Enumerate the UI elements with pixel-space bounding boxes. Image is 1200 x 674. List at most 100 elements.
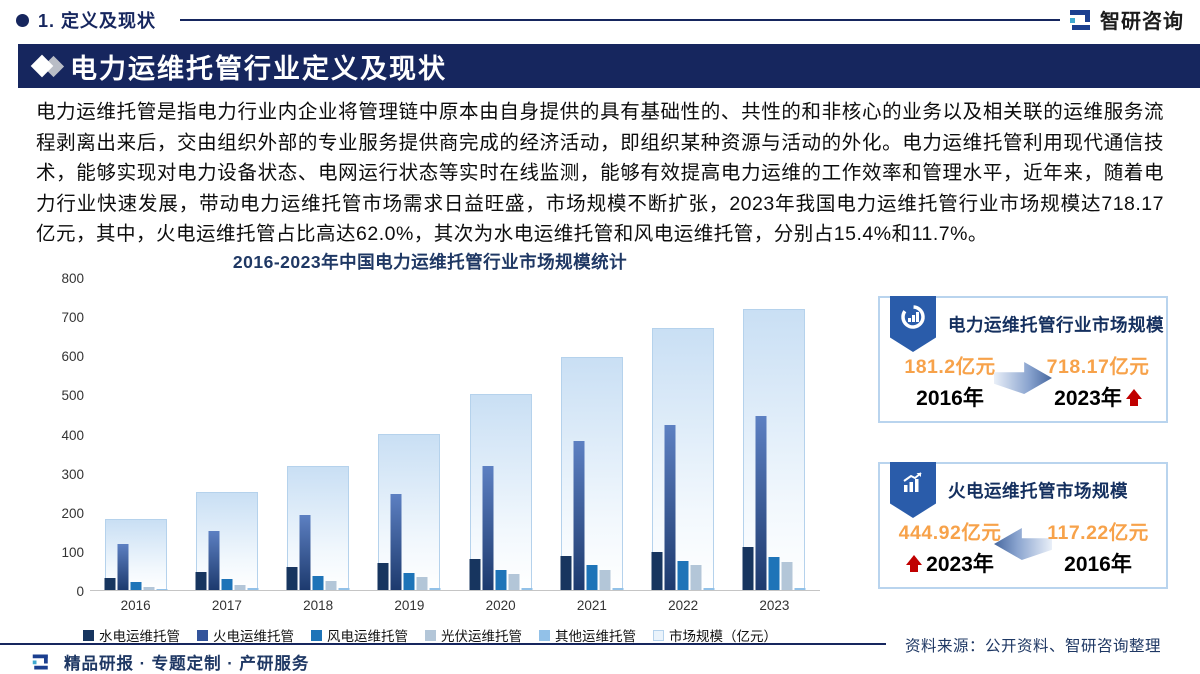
bar-水电运维托管 xyxy=(651,551,663,590)
stat-right: 718.17亿元 2023年 xyxy=(1034,350,1162,412)
section-header: 1. 定义及现状 xyxy=(16,7,156,33)
bullet-icon xyxy=(16,13,29,27)
brand-logo-text: 智研咨询 xyxy=(1100,11,1184,33)
x-axis-label: 2017 xyxy=(211,598,242,613)
stat-year-label: 2023年 xyxy=(1054,387,1122,410)
x-axis-label: 2018 xyxy=(303,598,334,613)
series-bars xyxy=(742,415,806,590)
y-axis-tick: 200 xyxy=(61,505,84,521)
footer-tagline: 精品研报 · 专题定制 · 产研服务 xyxy=(64,655,310,673)
legend-label: 风电运维托管 xyxy=(327,629,408,644)
stat-year: 2023年 xyxy=(1034,382,1162,412)
chart-legend: 水电运维托管 火电运维托管 风电运维托管 光伏运维托管 其他运维托管 市场规模（亿元） xyxy=(60,625,800,645)
brand-logo: 智研咨询 xyxy=(1069,5,1184,34)
bar-火电运维托管 xyxy=(117,544,129,590)
stat-left: 444.92亿元 2023年 xyxy=(886,516,1014,578)
series-bars xyxy=(560,441,624,590)
bar-光伏运维托管 xyxy=(599,569,611,590)
bar-水电运维托管 xyxy=(104,577,116,590)
stat-card-thermal-market-size: 火电运维托管市场规模 444.92亿元 2023年 117.22亿元 2016年 xyxy=(878,462,1168,589)
y-axis-tick: 700 xyxy=(61,310,84,326)
bar-光伏运维托管 xyxy=(234,584,246,590)
bar-火电运维托管 xyxy=(664,424,676,590)
bar-其他运维托管 xyxy=(612,588,624,590)
y-axis-tick: 400 xyxy=(61,427,84,443)
bar-火电运维托管 xyxy=(299,514,311,590)
bar-group-2016 xyxy=(90,278,181,590)
stat-value: 117.22亿元 xyxy=(1047,522,1149,544)
legend-swatch xyxy=(653,629,664,641)
y-axis-tick: 800 xyxy=(61,271,84,286)
stat-value: 718.17亿元 xyxy=(1046,356,1150,378)
bar-火电运维托管 xyxy=(573,441,585,590)
y-axis: 0 100 200 300 400 500 600 700 800 xyxy=(40,271,84,599)
stat-year-label: 2016年 xyxy=(916,387,984,410)
x-axis-label: 2020 xyxy=(485,598,516,613)
bar-其他运维托管 xyxy=(156,588,168,590)
bar-水电运维托管 xyxy=(469,559,481,590)
y-axis-tick: 0 xyxy=(76,584,84,599)
stat-year-label: 2023年 xyxy=(926,553,994,576)
stat-value: 181.2亿元 xyxy=(904,356,996,378)
market-total-bar xyxy=(469,394,532,590)
bar-风电运维托管 xyxy=(312,575,324,590)
bar-风电运维托管 xyxy=(130,582,142,590)
bar-group-2022 xyxy=(638,278,729,590)
double-diamond-icon xyxy=(30,51,70,81)
card-badge xyxy=(890,296,936,352)
title-banner: 电力运维托管行业定义及现状 xyxy=(18,44,1200,88)
legend-item: 火电运维托管 xyxy=(197,625,294,645)
page-title: 电力运维托管行业定义及现状 xyxy=(70,53,447,84)
bar-水电运维托管 xyxy=(742,546,754,590)
legend-item: 其他运维托管 xyxy=(539,625,636,645)
chart-title: 2016-2023年中国电力运维托管行业市场规模统计 xyxy=(232,252,628,272)
x-axis-label: 2021 xyxy=(576,598,607,613)
bar-光伏运维托管 xyxy=(416,577,428,590)
series-bars xyxy=(104,544,168,590)
card-title: 电力运维托管行业市场规模 xyxy=(948,315,1164,335)
market-total-bar xyxy=(743,309,806,590)
series-bars xyxy=(377,493,441,590)
bar-group-2018 xyxy=(273,278,364,590)
x-axis-label: 2019 xyxy=(394,598,425,613)
series-bars xyxy=(469,465,533,590)
market-total-bar xyxy=(652,327,715,590)
bar-group-2023 xyxy=(729,278,820,590)
footer: 精品研报 · 专题定制 · 产研服务 xyxy=(32,650,309,674)
bar-水电运维托管 xyxy=(286,566,298,590)
up-arrow-icon xyxy=(1125,388,1142,406)
bar-火电运维托管 xyxy=(390,493,402,590)
legend-label: 其他运维托管 xyxy=(555,629,636,644)
legend-swatch xyxy=(539,629,550,641)
x-axis-label: 2023 xyxy=(759,598,790,613)
stat-year-label: 2016年 xyxy=(1064,553,1132,576)
series-bars xyxy=(195,531,259,590)
bar-火电运维托管 xyxy=(482,465,494,590)
legend-label: 市场规模（亿元） xyxy=(669,629,777,644)
bar-水电运维托管 xyxy=(560,555,572,590)
y-axis-tick: 500 xyxy=(61,388,84,404)
body-paragraph: 电力运维托管是指电力行业内企业将管理链中原本由自身提供的具有基础性的、共性的和非… xyxy=(36,101,1164,246)
stat-left: 181.2亿元 2016年 xyxy=(886,350,1014,412)
source-note: 资料来源：公开资料、智研咨询整理 xyxy=(905,638,1162,655)
bar-水电运维托管 xyxy=(195,572,207,590)
bar-光伏运维托管 xyxy=(508,573,520,590)
bar-光伏运维托管 xyxy=(781,561,793,590)
legend-item: 市场规模（亿元） xyxy=(653,625,777,645)
bar-其他运维托管 xyxy=(429,588,441,590)
legend-item: 风电运维托管 xyxy=(311,625,408,645)
stat-year: 2023年 xyxy=(886,548,1014,578)
bar-风电运维托管 xyxy=(586,565,598,590)
x-axis: 2016 2017 2018 2019 2020 2021 2022 2023 xyxy=(90,598,820,613)
bar-风电运维托管 xyxy=(677,560,689,590)
series-bars xyxy=(651,424,715,590)
bar-其他运维托管 xyxy=(338,588,350,590)
legend-label: 水电运维托管 xyxy=(99,629,180,644)
y-axis-tick: 300 xyxy=(61,466,84,482)
legend-swatch xyxy=(197,629,208,641)
legend-item: 水电运维托管 xyxy=(83,625,180,645)
bar-chart-growth-icon xyxy=(903,472,922,492)
card-badge xyxy=(890,462,936,518)
bar-风电运维托管 xyxy=(495,570,507,590)
stat-year: 2016年 xyxy=(1034,548,1162,578)
